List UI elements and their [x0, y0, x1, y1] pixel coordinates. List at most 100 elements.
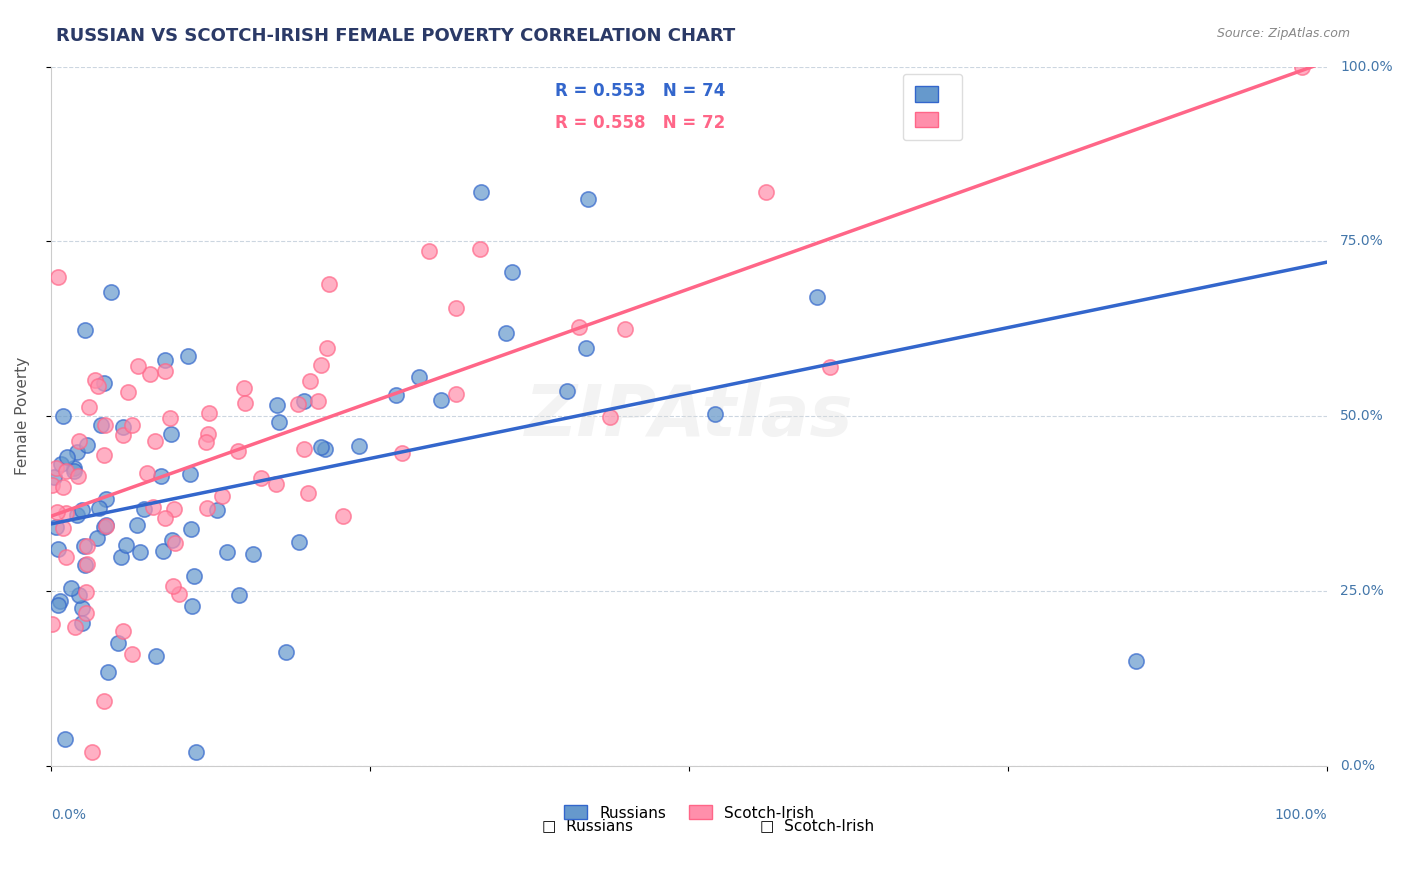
Scotch-Irish: [159, 411, 181, 425]
Scotch-Irish: [76, 539, 98, 553]
Scotch-Irish: [315, 341, 337, 355]
Scotch-Irish: [84, 374, 107, 388]
Text: 50.0%: 50.0%: [1340, 409, 1384, 423]
Russians: [70, 615, 93, 630]
Scotch-Irish: [142, 500, 165, 514]
Scotch-Irish: [153, 511, 176, 525]
Scotch-Irish: [136, 466, 159, 480]
Russians: [111, 420, 134, 434]
Text: R = 0.553   N = 74: R = 0.553 N = 74: [555, 82, 725, 100]
Russians: [501, 265, 523, 279]
Scotch-Irish: [444, 387, 467, 401]
Scotch-Irish: [318, 277, 340, 292]
Scotch-Irish: [292, 442, 315, 456]
Russians: [127, 517, 149, 532]
Russians: [309, 440, 332, 454]
Scotch-Irish: [75, 606, 97, 620]
Russians: [179, 467, 201, 481]
Russians: [269, 415, 291, 429]
Russians: [86, 531, 108, 545]
Russians: [63, 464, 86, 478]
Scotch-Irish: [75, 585, 97, 599]
Text: □  Scotch-Irish: □ Scotch-Irish: [759, 818, 875, 833]
Scotch-Irish: [45, 461, 67, 475]
Legend: Russians, Scotch-Irish: Russians, Scotch-Irish: [557, 797, 823, 828]
Scotch-Irish: [112, 428, 135, 442]
Russians: [495, 326, 517, 341]
Russians: [160, 533, 183, 547]
Russians: [575, 341, 598, 355]
Scotch-Irish: [55, 464, 77, 478]
Scotch-Irish: [233, 395, 256, 409]
Y-axis label: Female Poverty: Female Poverty: [15, 357, 30, 475]
Scotch-Irish: [162, 579, 184, 593]
Scotch-Irish: [139, 367, 162, 381]
Scotch-Irish: [250, 471, 273, 485]
Russians: [385, 388, 408, 402]
Russians: [292, 393, 315, 408]
Scotch-Irish: [55, 550, 77, 565]
Russians: [63, 461, 86, 475]
Russians: [276, 645, 298, 659]
Scotch-Irish: [121, 647, 143, 661]
Scotch-Irish: [94, 418, 117, 433]
Russians: [55, 450, 77, 464]
Scotch-Irish: [755, 186, 778, 200]
Text: 75.0%: 75.0%: [1340, 235, 1384, 248]
Scotch-Irish: [1291, 60, 1313, 74]
Russians: [430, 393, 453, 408]
Scotch-Irish: [818, 360, 841, 375]
Scotch-Irish: [163, 501, 186, 516]
Scotch-Irish: [232, 381, 254, 395]
Text: R = 0.558   N = 72: R = 0.558 N = 72: [555, 113, 725, 131]
Scotch-Irish: [46, 270, 69, 285]
Text: □  Russians: □ Russians: [541, 818, 633, 833]
Scotch-Irish: [112, 624, 135, 639]
Russians: [89, 500, 111, 515]
Russians: [228, 588, 250, 602]
Scotch-Irish: [67, 434, 90, 449]
Russians: [150, 469, 173, 483]
Russians: [153, 352, 176, 367]
Russians: [66, 444, 89, 458]
Russians: [70, 502, 93, 516]
Russians: [69, 588, 91, 602]
Scotch-Irish: [297, 485, 319, 500]
Russians: [183, 569, 205, 583]
Russians: [152, 544, 174, 558]
Russians: [49, 457, 72, 471]
Russians: [73, 323, 96, 337]
Scotch-Irish: [87, 378, 110, 392]
Russians: [96, 517, 118, 532]
Scotch-Irish: [80, 745, 103, 759]
Russians: [576, 192, 599, 206]
Scotch-Irish: [163, 535, 186, 549]
Scotch-Irish: [93, 694, 115, 708]
Russians: [46, 598, 69, 612]
Russians: [97, 665, 120, 679]
Scotch-Irish: [299, 374, 322, 388]
Russians: [242, 548, 264, 562]
Russians: [314, 442, 336, 457]
Scotch-Irish: [444, 301, 467, 315]
Scotch-Irish: [309, 358, 332, 372]
Scotch-Irish: [66, 468, 89, 483]
Scotch-Irish: [117, 384, 139, 399]
Text: 100.0%: 100.0%: [1340, 60, 1393, 74]
Russians: [1125, 654, 1147, 668]
Russians: [184, 745, 207, 759]
Russians: [408, 370, 430, 384]
Scotch-Irish: [287, 397, 309, 411]
Scotch-Irish: [197, 426, 219, 441]
Russians: [177, 349, 200, 363]
Scotch-Irish: [194, 435, 217, 450]
Scotch-Irish: [63, 620, 86, 634]
Scotch-Irish: [307, 393, 329, 408]
Text: 25.0%: 25.0%: [1340, 584, 1384, 598]
Russians: [73, 558, 96, 572]
Russians: [49, 593, 72, 607]
Text: 0.0%: 0.0%: [1340, 759, 1375, 772]
Scotch-Irish: [52, 521, 75, 535]
Russians: [96, 491, 118, 506]
Text: 0.0%: 0.0%: [51, 808, 86, 822]
